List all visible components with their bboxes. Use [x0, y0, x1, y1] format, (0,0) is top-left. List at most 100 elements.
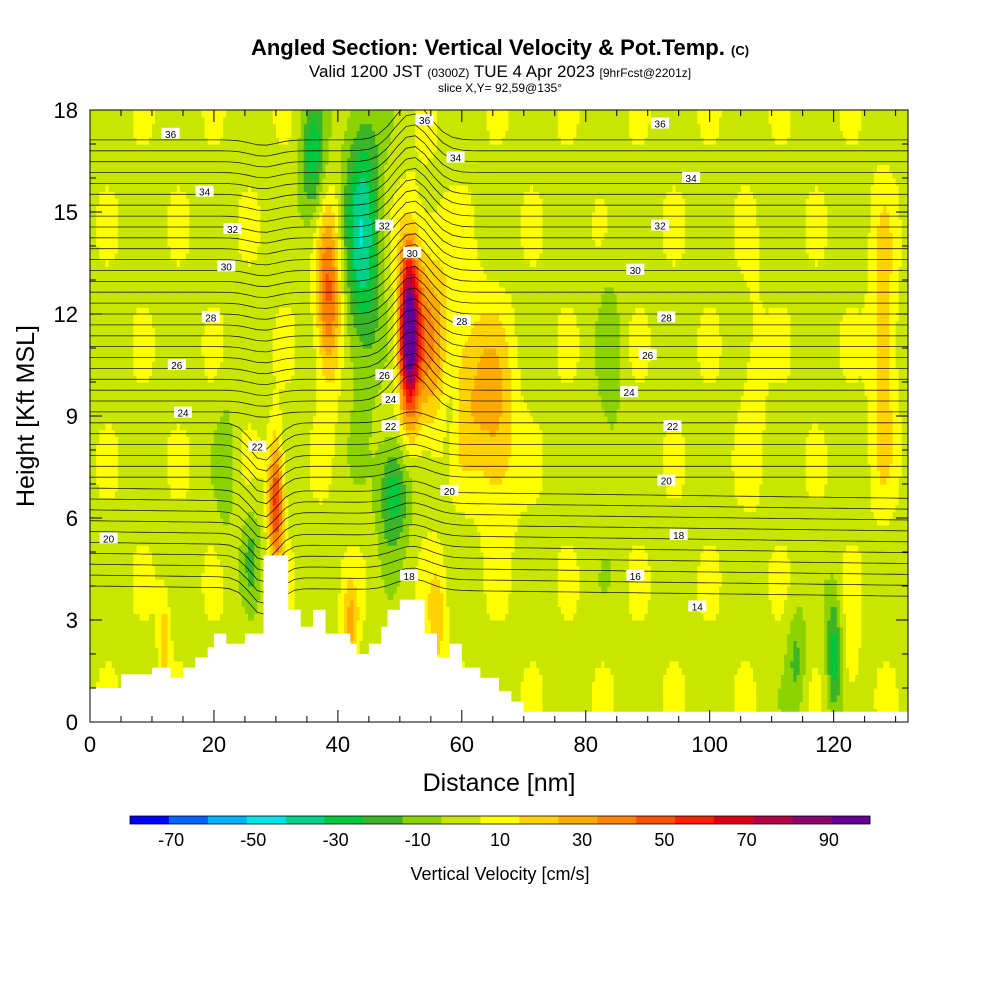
isentrope-label-text: 28 — [456, 317, 468, 328]
contour-labels: 36 36 36 34 34 34 32 32 32 30 30 30 28 28 28 26 26 26 24 24… — [99, 114, 707, 613]
isentrope-label: 30 — [626, 263, 645, 277]
colorbar-swatch — [831, 816, 871, 824]
terrain-mask — [90, 555, 908, 722]
axes: 0 20 40 60 80 100 120 0 36 9 12 15 18 — [54, 98, 908, 757]
x-tick-label: 120 — [815, 732, 852, 757]
x-tick-label: 100 — [691, 732, 728, 757]
isentrope-label-text: 30 — [630, 266, 642, 277]
isentrope-label: 22 — [663, 420, 682, 433]
isentrope-label: 20 — [99, 532, 118, 545]
y-tick-label: 18 — [54, 98, 78, 123]
y-tick-label: 15 — [54, 200, 78, 225]
colorbar: -70 -50 -30 -10 10 30 50 70 90 — [129, 815, 871, 850]
isentrope-label-text: 24 — [385, 395, 397, 406]
isentrope-label-text: 32 — [655, 222, 667, 233]
isentrope-label-text: 36 — [165, 130, 177, 141]
y-tick-label: 12 — [54, 302, 78, 327]
isentrope-label-text: 14 — [692, 602, 704, 613]
x-tick-label: 20 — [202, 732, 226, 757]
colorbar-swatch — [714, 816, 754, 824]
isentrope-label-text: 18 — [404, 572, 416, 583]
isentrope-label: 34 — [446, 151, 465, 165]
isentrope-label-text: 32 — [227, 225, 239, 236]
isentrope-label: 18 — [669, 529, 688, 542]
isentrope-contours — [90, 110, 908, 616]
isentrope-label-text: 24 — [624, 388, 636, 399]
isentrope-label: 24 — [381, 393, 400, 406]
isentrope-label-text: 28 — [661, 313, 673, 324]
colorbar-swatch — [675, 816, 715, 824]
isentrope-label: 32 — [223, 223, 242, 236]
isentrope-label: 20 — [440, 484, 459, 498]
colorbar-label: -10 — [405, 830, 431, 850]
isentrope-label-text: 30 — [407, 249, 419, 260]
colorbar-swatch — [480, 816, 520, 824]
colorbar-label: -70 — [158, 830, 184, 850]
y-tick-label: 0 — [66, 710, 78, 735]
isentrope-label: 36 — [651, 117, 670, 131]
colorbar-label: 50 — [654, 830, 674, 850]
x-tick-label: 60 — [450, 732, 474, 757]
colorbar-swatch — [519, 816, 559, 824]
isentrope-label-text: 34 — [686, 174, 698, 185]
isentrope-label-text: 36 — [419, 116, 431, 127]
x-tick-label: 0 — [84, 732, 96, 757]
isentrope-label: 28 — [201, 311, 220, 324]
chart-slice-info: slice X,Y= 92,59@135° — [0, 82, 1000, 94]
colorbar-label: 70 — [737, 830, 757, 850]
isentrope-label-text: 26 — [171, 361, 183, 372]
colorbar-label: 30 — [572, 830, 592, 850]
colorbar-swatch — [753, 816, 793, 824]
isentrope-label-text: 22 — [667, 422, 679, 433]
isentrope-label: 36 — [161, 127, 180, 141]
isentrope-label: 24 — [620, 386, 639, 399]
isentrope-label-text: 22 — [252, 443, 264, 454]
y-tick-label: 9 — [66, 404, 78, 429]
colorbar-swatch — [636, 816, 676, 824]
y-tick-label: 3 — [66, 608, 78, 633]
isentrope-label-text: 26 — [379, 371, 391, 382]
isentrope-label: 32 — [375, 219, 394, 233]
colorbar-swatch — [792, 816, 832, 824]
isentrope-label: 26 — [167, 359, 186, 372]
velocity-field — [90, 110, 908, 722]
isentrope-label-text: 20 — [103, 534, 115, 545]
colorbar-swatch — [285, 816, 325, 824]
colorbar-swatch — [363, 816, 403, 824]
chart-title: Angled Section: Vertical Velocity & Pot.… — [0, 36, 1000, 63]
x-tick-label: 40 — [326, 732, 350, 757]
chart-valid-time: Valid 1200 JST (0300Z) TUE 4 Apr 2023 [9… — [0, 63, 1000, 82]
isentrope-label-text: 20 — [661, 477, 673, 488]
isentrope-label-text: 28 — [205, 313, 217, 324]
isentrope-label: 18 — [400, 569, 419, 583]
isentrope-label: 34 — [195, 185, 214, 199]
isentrope-label-text: 34 — [450, 154, 462, 165]
x-tick-label: 80 — [574, 732, 598, 757]
chart-title-block: Angled Section: Vertical Velocity & Pot.… — [0, 36, 1000, 95]
isentrope-label: 30 — [217, 260, 236, 273]
colorbar-swatch — [597, 816, 637, 824]
isentrope-label: 22 — [381, 420, 400, 433]
isentrope-label: 26 — [638, 348, 657, 362]
isentrope-label: 34 — [682, 172, 701, 185]
isentrope-label: 28 — [657, 311, 676, 324]
colorbar-title: Vertical Velocity [cm/s] — [410, 864, 589, 884]
colorbar-label: 10 — [490, 830, 510, 850]
x-axis-title: Distance [nm] — [423, 769, 576, 797]
isentrope-label-text: 36 — [655, 120, 667, 131]
isentrope-label: 36 — [415, 114, 434, 127]
colorbar-label: 90 — [819, 830, 839, 850]
isentrope-label-text: 34 — [199, 188, 211, 199]
isentrope-label: 30 — [403, 246, 422, 260]
colorbar-swatch — [324, 816, 364, 824]
colorbar-label: -30 — [323, 830, 349, 850]
y-axis-title: Height [Kft MSL] — [12, 325, 40, 507]
colorbar-swatch — [402, 816, 442, 824]
colorbar-swatch — [207, 816, 248, 824]
isentrope-label-text: 24 — [177, 409, 189, 420]
colorbar-swatch — [246, 816, 286, 824]
isentrope-label-text: 26 — [642, 351, 654, 362]
isentrope-label-text: 30 — [221, 262, 233, 273]
isentrope-label: 20 — [657, 474, 676, 488]
